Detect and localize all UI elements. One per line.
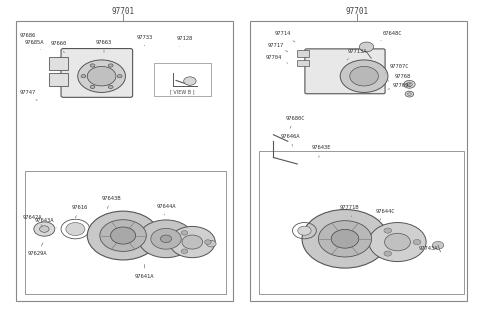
Circle shape — [108, 64, 113, 67]
Bar — [49, 73, 68, 86]
Text: 97771B: 97771B — [340, 205, 360, 216]
Text: 97642A: 97642A — [23, 215, 42, 226]
Text: 97616: 97616 — [72, 205, 88, 218]
Text: 97709C: 97709C — [388, 83, 412, 89]
Text: 07648C: 07648C — [381, 31, 402, 41]
Text: 97680C: 97680C — [285, 116, 305, 128]
Circle shape — [160, 235, 171, 243]
Circle shape — [100, 220, 146, 251]
Text: 97713A: 97713A — [347, 49, 367, 60]
Circle shape — [302, 210, 388, 268]
FancyArrowPatch shape — [176, 80, 190, 85]
Circle shape — [360, 42, 373, 52]
Text: 97743A: 97743A — [417, 240, 438, 251]
Bar — [297, 60, 309, 67]
Circle shape — [384, 228, 392, 233]
Circle shape — [184, 77, 196, 85]
Text: 97685A: 97685A — [25, 40, 45, 50]
Circle shape — [181, 231, 188, 235]
Text: 97644A: 97644A — [156, 204, 176, 215]
Circle shape — [81, 74, 86, 78]
Text: 97643B: 97643B — [101, 195, 121, 209]
Circle shape — [369, 222, 426, 261]
Circle shape — [87, 211, 159, 260]
Circle shape — [90, 64, 95, 67]
Circle shape — [87, 67, 116, 86]
Circle shape — [110, 227, 136, 244]
Circle shape — [39, 226, 49, 232]
Text: 97733: 97733 — [136, 35, 153, 46]
Circle shape — [331, 229, 359, 248]
Text: 97663: 97663 — [96, 40, 112, 52]
Text: 97128: 97128 — [177, 36, 193, 46]
Text: 97629A: 97629A — [27, 243, 47, 256]
Bar — [154, 63, 211, 96]
Circle shape — [182, 235, 203, 249]
Text: 97660: 97660 — [50, 41, 67, 53]
Circle shape — [204, 240, 211, 244]
Circle shape — [138, 220, 194, 258]
Circle shape — [181, 249, 188, 254]
Circle shape — [384, 251, 392, 256]
Text: 97717: 97717 — [268, 43, 288, 52]
Circle shape — [407, 82, 412, 86]
Text: 97747: 97747 — [20, 90, 37, 101]
Bar — [259, 151, 464, 294]
Text: 97643E: 97643E — [312, 145, 331, 157]
Circle shape — [405, 91, 414, 97]
Circle shape — [66, 222, 85, 236]
Circle shape — [408, 93, 411, 95]
Circle shape — [432, 241, 444, 249]
Circle shape — [384, 233, 410, 251]
Circle shape — [90, 85, 95, 89]
Text: 97686: 97686 — [20, 33, 36, 44]
Text: 97701: 97701 — [111, 7, 135, 16]
FancyBboxPatch shape — [305, 49, 385, 94]
Circle shape — [350, 67, 378, 86]
Circle shape — [108, 85, 113, 89]
Text: 97714: 97714 — [275, 31, 295, 42]
Text: 97646A: 97646A — [280, 134, 300, 146]
Bar — [25, 171, 226, 294]
Circle shape — [413, 239, 421, 245]
Circle shape — [78, 60, 125, 92]
Text: 97641A: 97641A — [135, 264, 154, 279]
Circle shape — [318, 221, 372, 257]
Bar — [250, 21, 467, 300]
Circle shape — [404, 80, 415, 88]
Bar — [297, 50, 309, 57]
Bar — [16, 21, 233, 300]
Text: 97768: 97768 — [388, 74, 410, 81]
Circle shape — [34, 222, 55, 236]
Text: 97701: 97701 — [345, 7, 369, 16]
Circle shape — [151, 228, 181, 249]
Bar — [49, 57, 68, 70]
Circle shape — [117, 74, 122, 78]
Text: 97644C: 97644C — [376, 209, 396, 220]
Text: 97707C: 97707C — [385, 64, 409, 73]
Circle shape — [169, 226, 215, 258]
Circle shape — [298, 226, 311, 235]
Circle shape — [340, 60, 388, 92]
Text: 97704: 97704 — [265, 55, 288, 63]
FancyBboxPatch shape — [61, 49, 132, 97]
Text: [ VIEW B ]: [ VIEW B ] — [170, 89, 195, 94]
Circle shape — [206, 240, 216, 247]
Text: 97643A: 97643A — [35, 218, 56, 228]
